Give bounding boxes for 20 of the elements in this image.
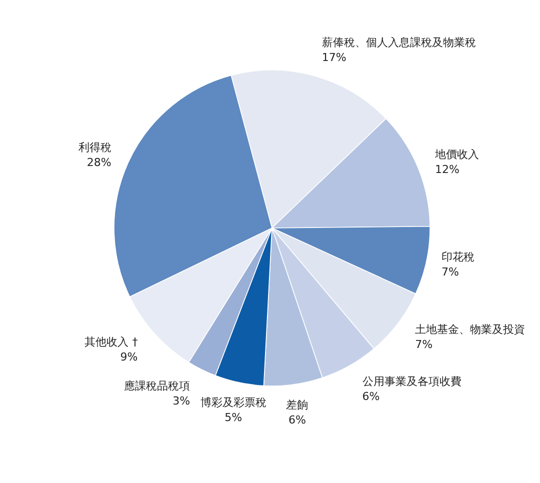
data-label: 7%: [442, 266, 459, 279]
data-label: 3%: [172, 394, 190, 408]
slice-label: 印花稅: [442, 250, 475, 264]
slice-label: 差餉: [286, 398, 308, 412]
data-label: 5%: [224, 411, 242, 424]
data-label: 6%: [288, 414, 306, 427]
slice-label: 其他收入 †: [84, 335, 138, 348]
data-label: 28%: [86, 156, 112, 169]
slice-label: 利得稅: [78, 140, 112, 154]
data-label: 17%: [322, 50, 346, 64]
data-label: 6%: [362, 390, 380, 403]
data-label: 9%: [120, 350, 138, 364]
slice-label: 地價收入: [434, 148, 479, 161]
slice-label: 博彩及彩票稅: [200, 396, 266, 410]
data-label: 12%: [434, 162, 460, 176]
slice-label: 薪俸稅、個人入息課稅及物業稅: [322, 36, 476, 49]
data-label: 7%: [415, 338, 433, 352]
slice-label: 土地基金、物業及投資: [415, 323, 526, 336]
slice-label: 應課稅品稅項: [124, 380, 190, 393]
slice-label: 公用事業及各項收費: [362, 374, 462, 388]
